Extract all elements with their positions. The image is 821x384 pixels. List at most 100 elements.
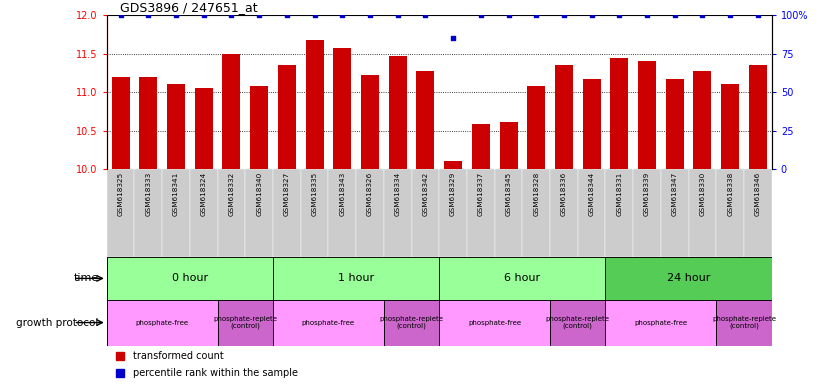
Bar [195, 88, 213, 169]
Point [751, 12, 764, 18]
Bar [107, 169, 135, 257]
Bar [721, 84, 739, 169]
Bar [661, 169, 689, 257]
Point [557, 12, 571, 18]
Text: phosphate-free: phosphate-free [302, 319, 355, 326]
Point [336, 12, 349, 18]
Bar [250, 86, 268, 169]
Bar [140, 77, 158, 169]
Text: GSM618332: GSM618332 [228, 172, 235, 216]
Text: GSM618329: GSM618329 [450, 172, 456, 216]
Bar [550, 300, 605, 346]
Text: GSM618334: GSM618334 [395, 172, 401, 216]
Bar [167, 84, 185, 169]
Bar [112, 77, 130, 169]
Point [197, 12, 210, 18]
Text: phosphate-replete
(control): phosphate-replete (control) [712, 316, 776, 329]
Bar [107, 300, 218, 346]
Text: 0 hour: 0 hour [172, 273, 208, 283]
Point [502, 12, 515, 18]
Bar [444, 161, 462, 169]
Point [280, 12, 293, 18]
Bar [555, 65, 573, 169]
Text: GSM618338: GSM618338 [727, 172, 733, 216]
Text: growth protocol: growth protocol [16, 318, 99, 328]
Text: phosphate-free: phosphate-free [135, 319, 189, 326]
Bar [305, 40, 323, 169]
Bar [222, 54, 241, 169]
Text: time: time [73, 273, 99, 283]
Point [114, 12, 127, 18]
Bar [383, 169, 411, 257]
Text: phosphate-replete
(control): phosphate-replete (control) [213, 316, 277, 329]
Bar [494, 169, 522, 257]
Point [364, 12, 377, 18]
Bar [610, 58, 628, 169]
Bar [439, 300, 550, 346]
Text: GSM618344: GSM618344 [589, 172, 594, 216]
Point [308, 12, 321, 18]
Bar [218, 169, 245, 257]
Bar [245, 169, 273, 257]
Bar [333, 48, 351, 169]
Text: 1 hour: 1 hour [338, 273, 374, 283]
Bar [638, 61, 656, 169]
Text: GSM618345: GSM618345 [506, 172, 511, 216]
Text: percentile rank within the sample: percentile rank within the sample [133, 368, 298, 378]
Text: phosphate-replete
(control): phosphate-replete (control) [379, 316, 443, 329]
Text: transformed count: transformed count [133, 351, 224, 361]
Bar [163, 169, 190, 257]
Point [225, 12, 238, 18]
Text: GSM618347: GSM618347 [672, 172, 678, 216]
Text: GSM618330: GSM618330 [699, 172, 705, 216]
Point [723, 12, 736, 18]
Point [612, 12, 626, 18]
Bar [689, 169, 716, 257]
Point [447, 35, 460, 41]
Text: GSM618324: GSM618324 [200, 172, 207, 216]
Bar [716, 169, 744, 257]
Point [668, 12, 681, 18]
Bar [416, 71, 434, 169]
Bar [328, 169, 356, 257]
Text: phosphate-free: phosphate-free [468, 319, 521, 326]
Text: GSM618326: GSM618326 [367, 172, 373, 216]
Bar [472, 124, 490, 169]
Bar [550, 169, 578, 257]
Bar [411, 169, 439, 257]
Bar [273, 257, 439, 300]
Point [253, 12, 266, 18]
Bar [439, 257, 605, 300]
Text: 6 hour: 6 hour [504, 273, 540, 283]
Text: GSM618327: GSM618327 [284, 172, 290, 216]
Bar [522, 169, 550, 257]
Text: GSM618333: GSM618333 [145, 172, 151, 216]
Text: 24 hour: 24 hour [667, 273, 710, 283]
Text: GSM618340: GSM618340 [256, 172, 262, 216]
Bar [218, 300, 273, 346]
Text: GSM618325: GSM618325 [117, 172, 124, 216]
Text: GSM618343: GSM618343 [339, 172, 346, 216]
Bar [605, 300, 716, 346]
Text: GSM618335: GSM618335 [311, 172, 318, 216]
Text: GDS3896 / 247651_at: GDS3896 / 247651_at [120, 1, 258, 14]
Point [169, 12, 182, 18]
Text: GSM618341: GSM618341 [173, 172, 179, 216]
Bar [383, 300, 439, 346]
Point [391, 12, 404, 18]
Bar [190, 169, 218, 257]
Text: GSM618346: GSM618346 [754, 172, 761, 216]
Bar [716, 300, 772, 346]
Bar [388, 56, 406, 169]
Point [530, 12, 543, 18]
Bar [356, 169, 383, 257]
Bar [277, 65, 296, 169]
Bar [749, 65, 767, 169]
Bar [499, 122, 517, 169]
Bar [578, 169, 605, 257]
Point [585, 12, 599, 18]
Bar [439, 169, 467, 257]
Text: GSM618339: GSM618339 [644, 172, 650, 216]
Point [475, 12, 488, 18]
Bar [467, 169, 494, 257]
